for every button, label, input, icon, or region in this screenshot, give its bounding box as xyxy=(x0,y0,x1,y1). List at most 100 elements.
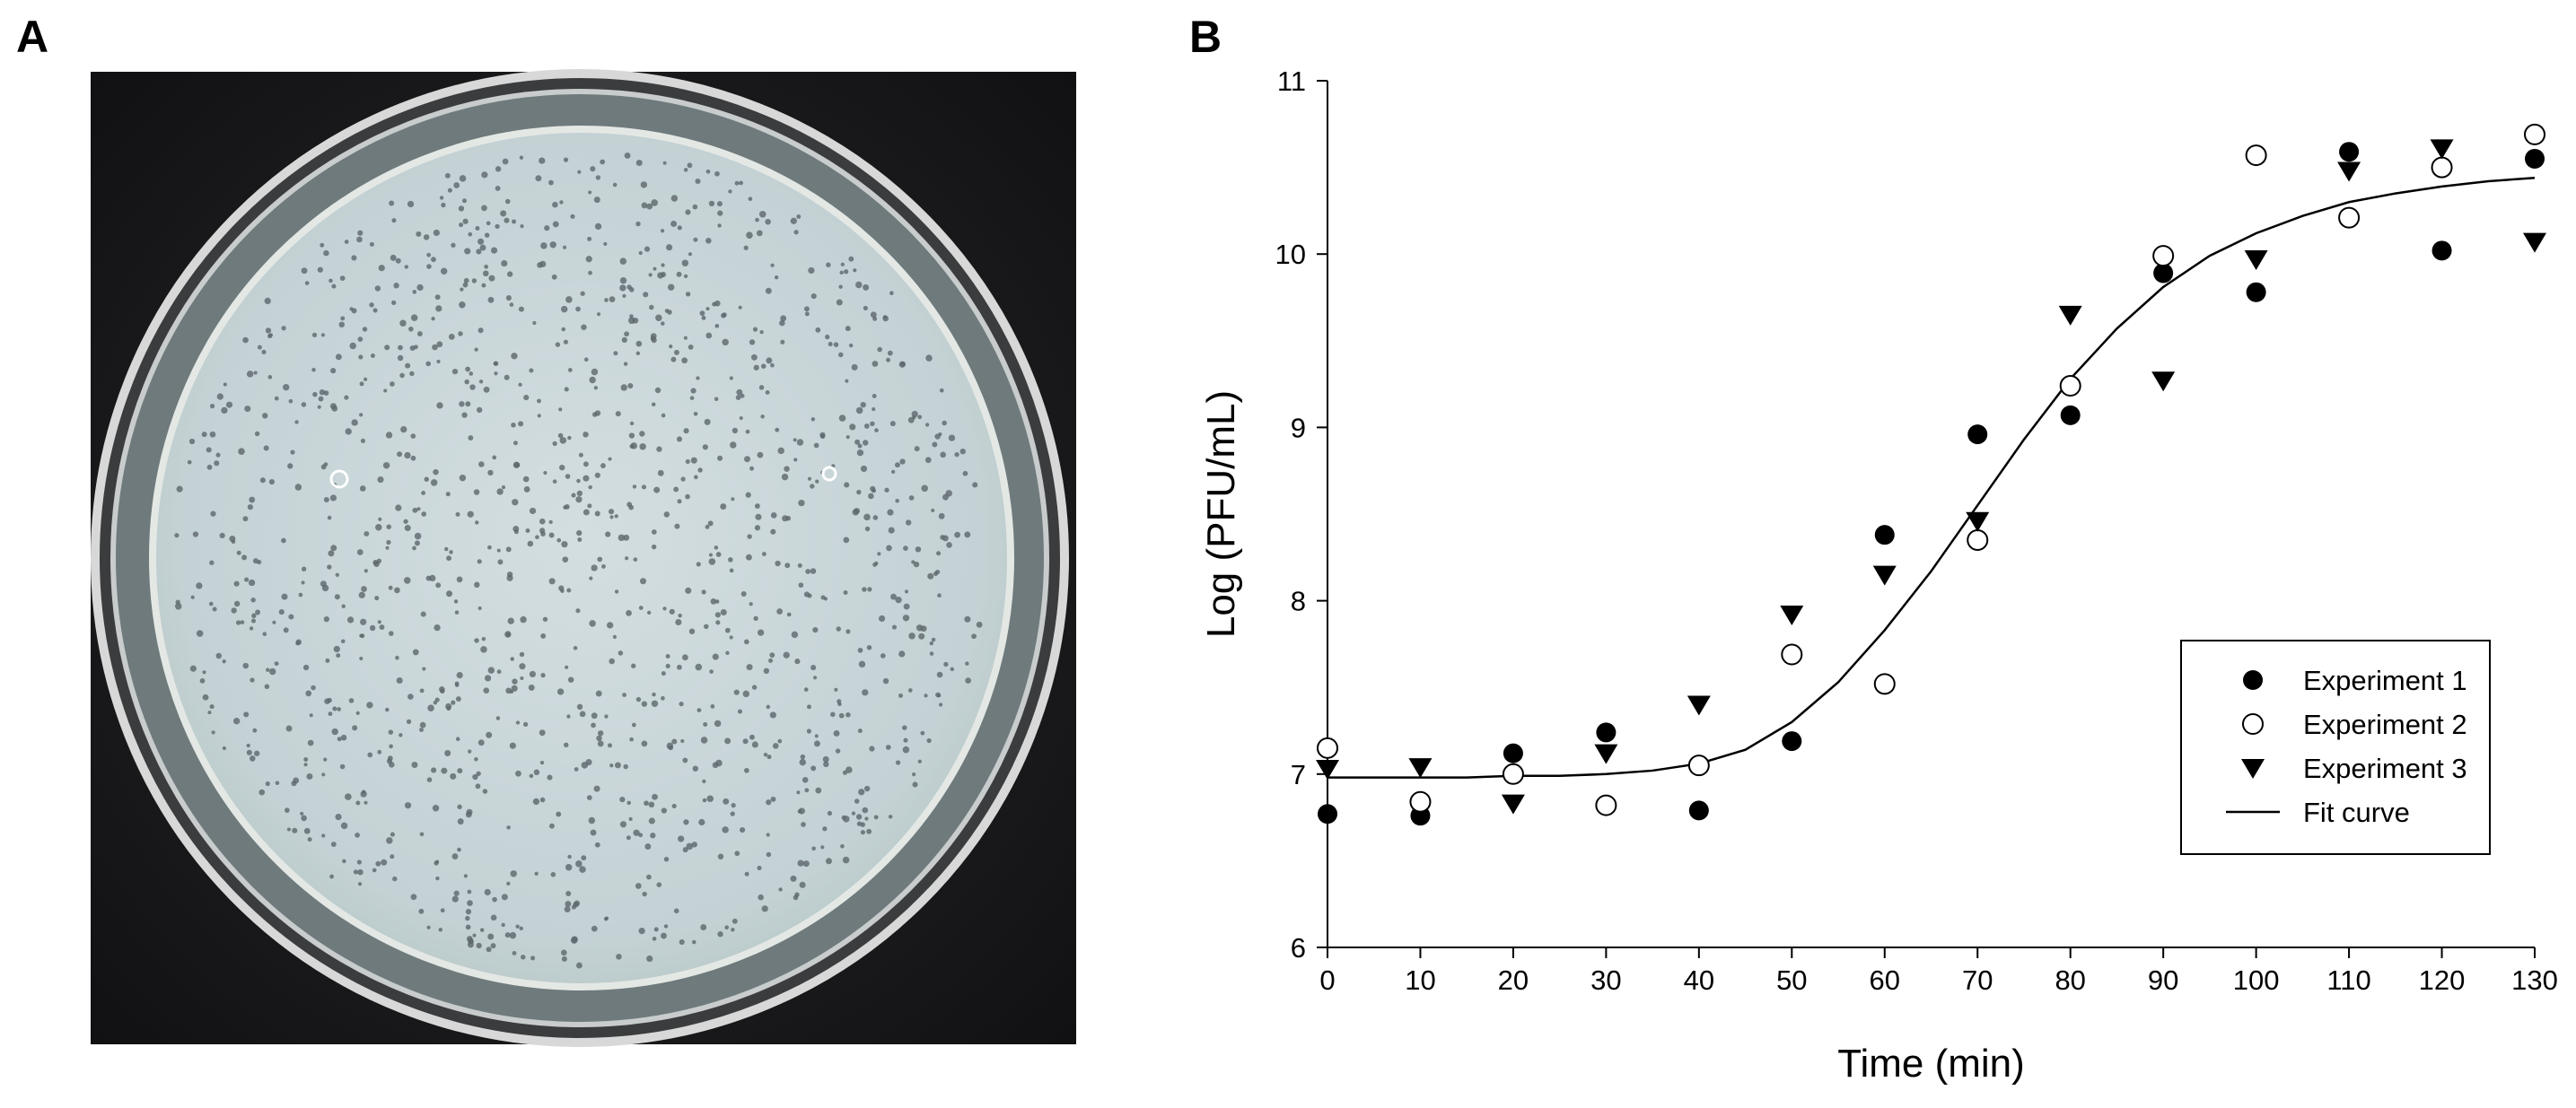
plaque xyxy=(581,855,587,861)
plaque xyxy=(381,859,388,866)
legend-label: Fit curve xyxy=(2303,797,2410,828)
plaque xyxy=(390,381,395,387)
plaque xyxy=(518,382,522,387)
plaque xyxy=(564,504,570,510)
plaque xyxy=(250,677,255,683)
marker xyxy=(2243,670,2263,690)
plaque xyxy=(265,327,272,334)
plaque xyxy=(321,584,329,592)
plaque xyxy=(629,314,634,318)
plaque xyxy=(872,563,877,567)
plaque xyxy=(448,333,455,340)
plaque xyxy=(424,476,429,482)
legend-label: Experiment 1 xyxy=(2303,665,2467,696)
plaque xyxy=(749,602,753,606)
plaque xyxy=(674,523,680,529)
plaque xyxy=(593,386,599,390)
plaque xyxy=(917,759,922,763)
plaque xyxy=(753,615,758,621)
plaque xyxy=(361,586,367,592)
plaque xyxy=(845,326,851,332)
plaque xyxy=(523,395,530,401)
plaque xyxy=(731,928,735,932)
plaque xyxy=(383,388,388,393)
plaque xyxy=(732,918,738,924)
plaque xyxy=(756,230,763,237)
plaque xyxy=(860,822,865,827)
plaque xyxy=(608,509,615,515)
y-tick-label: 9 xyxy=(1291,412,1306,443)
plaque xyxy=(714,323,720,328)
plaque xyxy=(646,874,652,880)
plaque xyxy=(673,349,679,355)
plaque xyxy=(695,178,701,185)
plaque xyxy=(937,593,942,598)
plaque xyxy=(331,406,338,412)
plaque xyxy=(898,650,906,658)
plaque xyxy=(552,479,557,484)
plaque xyxy=(458,205,465,212)
legend-label: Experiment 2 xyxy=(2303,709,2467,740)
plaque xyxy=(416,284,424,292)
plaque xyxy=(870,421,875,427)
plaque xyxy=(231,607,237,614)
plaque xyxy=(375,524,382,531)
plaque xyxy=(678,835,685,842)
marker xyxy=(1595,794,1617,816)
plaque xyxy=(208,601,214,606)
plaque xyxy=(737,709,742,714)
plaque xyxy=(591,925,598,932)
plaque xyxy=(255,609,261,615)
plaque xyxy=(369,302,374,308)
plaque xyxy=(459,401,465,407)
plaque xyxy=(453,599,459,604)
plaque xyxy=(196,582,203,589)
plaque xyxy=(484,675,492,682)
marker xyxy=(1874,525,1895,545)
plaque xyxy=(528,684,535,691)
plaque xyxy=(702,798,707,803)
plaque xyxy=(436,341,443,348)
plaque xyxy=(797,809,802,814)
plaque xyxy=(743,767,749,773)
plaque xyxy=(708,558,716,565)
plaque xyxy=(619,797,626,803)
plaque xyxy=(461,198,467,204)
plaque xyxy=(286,827,291,832)
plaque xyxy=(597,730,604,737)
plaque xyxy=(820,845,825,850)
bubble xyxy=(821,466,837,482)
plaque xyxy=(886,357,891,362)
plaque xyxy=(644,843,652,851)
plaque xyxy=(872,515,879,520)
plaque xyxy=(688,344,694,350)
plaque xyxy=(633,829,640,836)
plaque xyxy=(932,441,938,448)
plaque xyxy=(419,832,425,837)
plaque xyxy=(341,604,346,608)
plaque xyxy=(902,746,910,754)
plaque xyxy=(825,334,830,340)
plaque xyxy=(462,218,469,224)
plaque xyxy=(948,434,956,441)
plaque xyxy=(854,439,861,445)
plaque xyxy=(532,798,540,806)
plaque xyxy=(242,516,249,522)
plaque xyxy=(249,755,256,762)
plaque xyxy=(626,284,632,290)
plaque xyxy=(468,749,472,754)
plaque xyxy=(478,739,485,746)
plaque xyxy=(210,510,216,517)
plaque xyxy=(635,160,643,167)
plaque xyxy=(717,853,724,859)
plaque xyxy=(638,927,645,935)
plaque xyxy=(723,798,730,805)
plaque xyxy=(924,457,932,464)
plaque xyxy=(745,554,752,561)
plaque xyxy=(539,518,546,525)
plaque xyxy=(849,423,856,431)
plaque xyxy=(964,531,971,538)
x-tick-label: 110 xyxy=(2326,964,2370,996)
plaque xyxy=(649,304,654,310)
plaque xyxy=(620,384,627,391)
